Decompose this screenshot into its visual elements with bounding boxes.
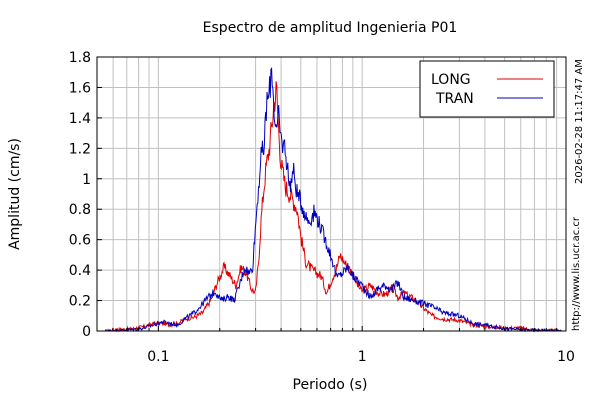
y-axis-label: Amplitud (cm/s): [7, 138, 23, 250]
y-tick-label: 1.6: [69, 80, 91, 96]
legend-label-tran: TRAN: [435, 91, 474, 107]
y-tick-label: 0: [82, 324, 91, 340]
legend: LONG TRAN: [419, 60, 555, 118]
url-text: http://www.lis.ucr.ac.cr: [571, 216, 582, 331]
y-tick-label: 1.4: [69, 111, 91, 127]
y-tick-label: 1.2: [69, 141, 91, 157]
series-layer: [104, 66, 562, 333]
x-tick-label: 0.1: [147, 349, 169, 365]
axis-ticks: 0 0.2 0.4 0.6 0.8 1 1.2 1.4 1.6 1.8 0.1 1 10: [69, 50, 575, 365]
y-tick-label: 0.6: [69, 233, 91, 249]
x-axis-label: Periodo (s): [293, 377, 368, 393]
series-line-tran: [104, 66, 562, 333]
legend-box: [419, 60, 555, 118]
y-tick-label: 0.2: [69, 294, 91, 310]
series-line-long: [105, 81, 562, 333]
plot-frame: [96, 56, 567, 332]
y-tick-label: 1: [82, 172, 91, 188]
y-tick-label: 0.4: [69, 263, 91, 279]
legend-label-long: LONG: [431, 72, 471, 88]
x-tick-label: 10: [557, 349, 575, 365]
x-tick-label: 1: [358, 349, 367, 365]
chart-title: Espectro de amplitud Ingenieria P01: [203, 20, 458, 36]
y-tick-label: 0.8: [69, 202, 91, 218]
y-tick-label: 1.8: [69, 50, 91, 66]
timestamp-text: 2026-02-28 11:17:47 AM: [574, 59, 585, 184]
grid: [96, 56, 566, 332]
